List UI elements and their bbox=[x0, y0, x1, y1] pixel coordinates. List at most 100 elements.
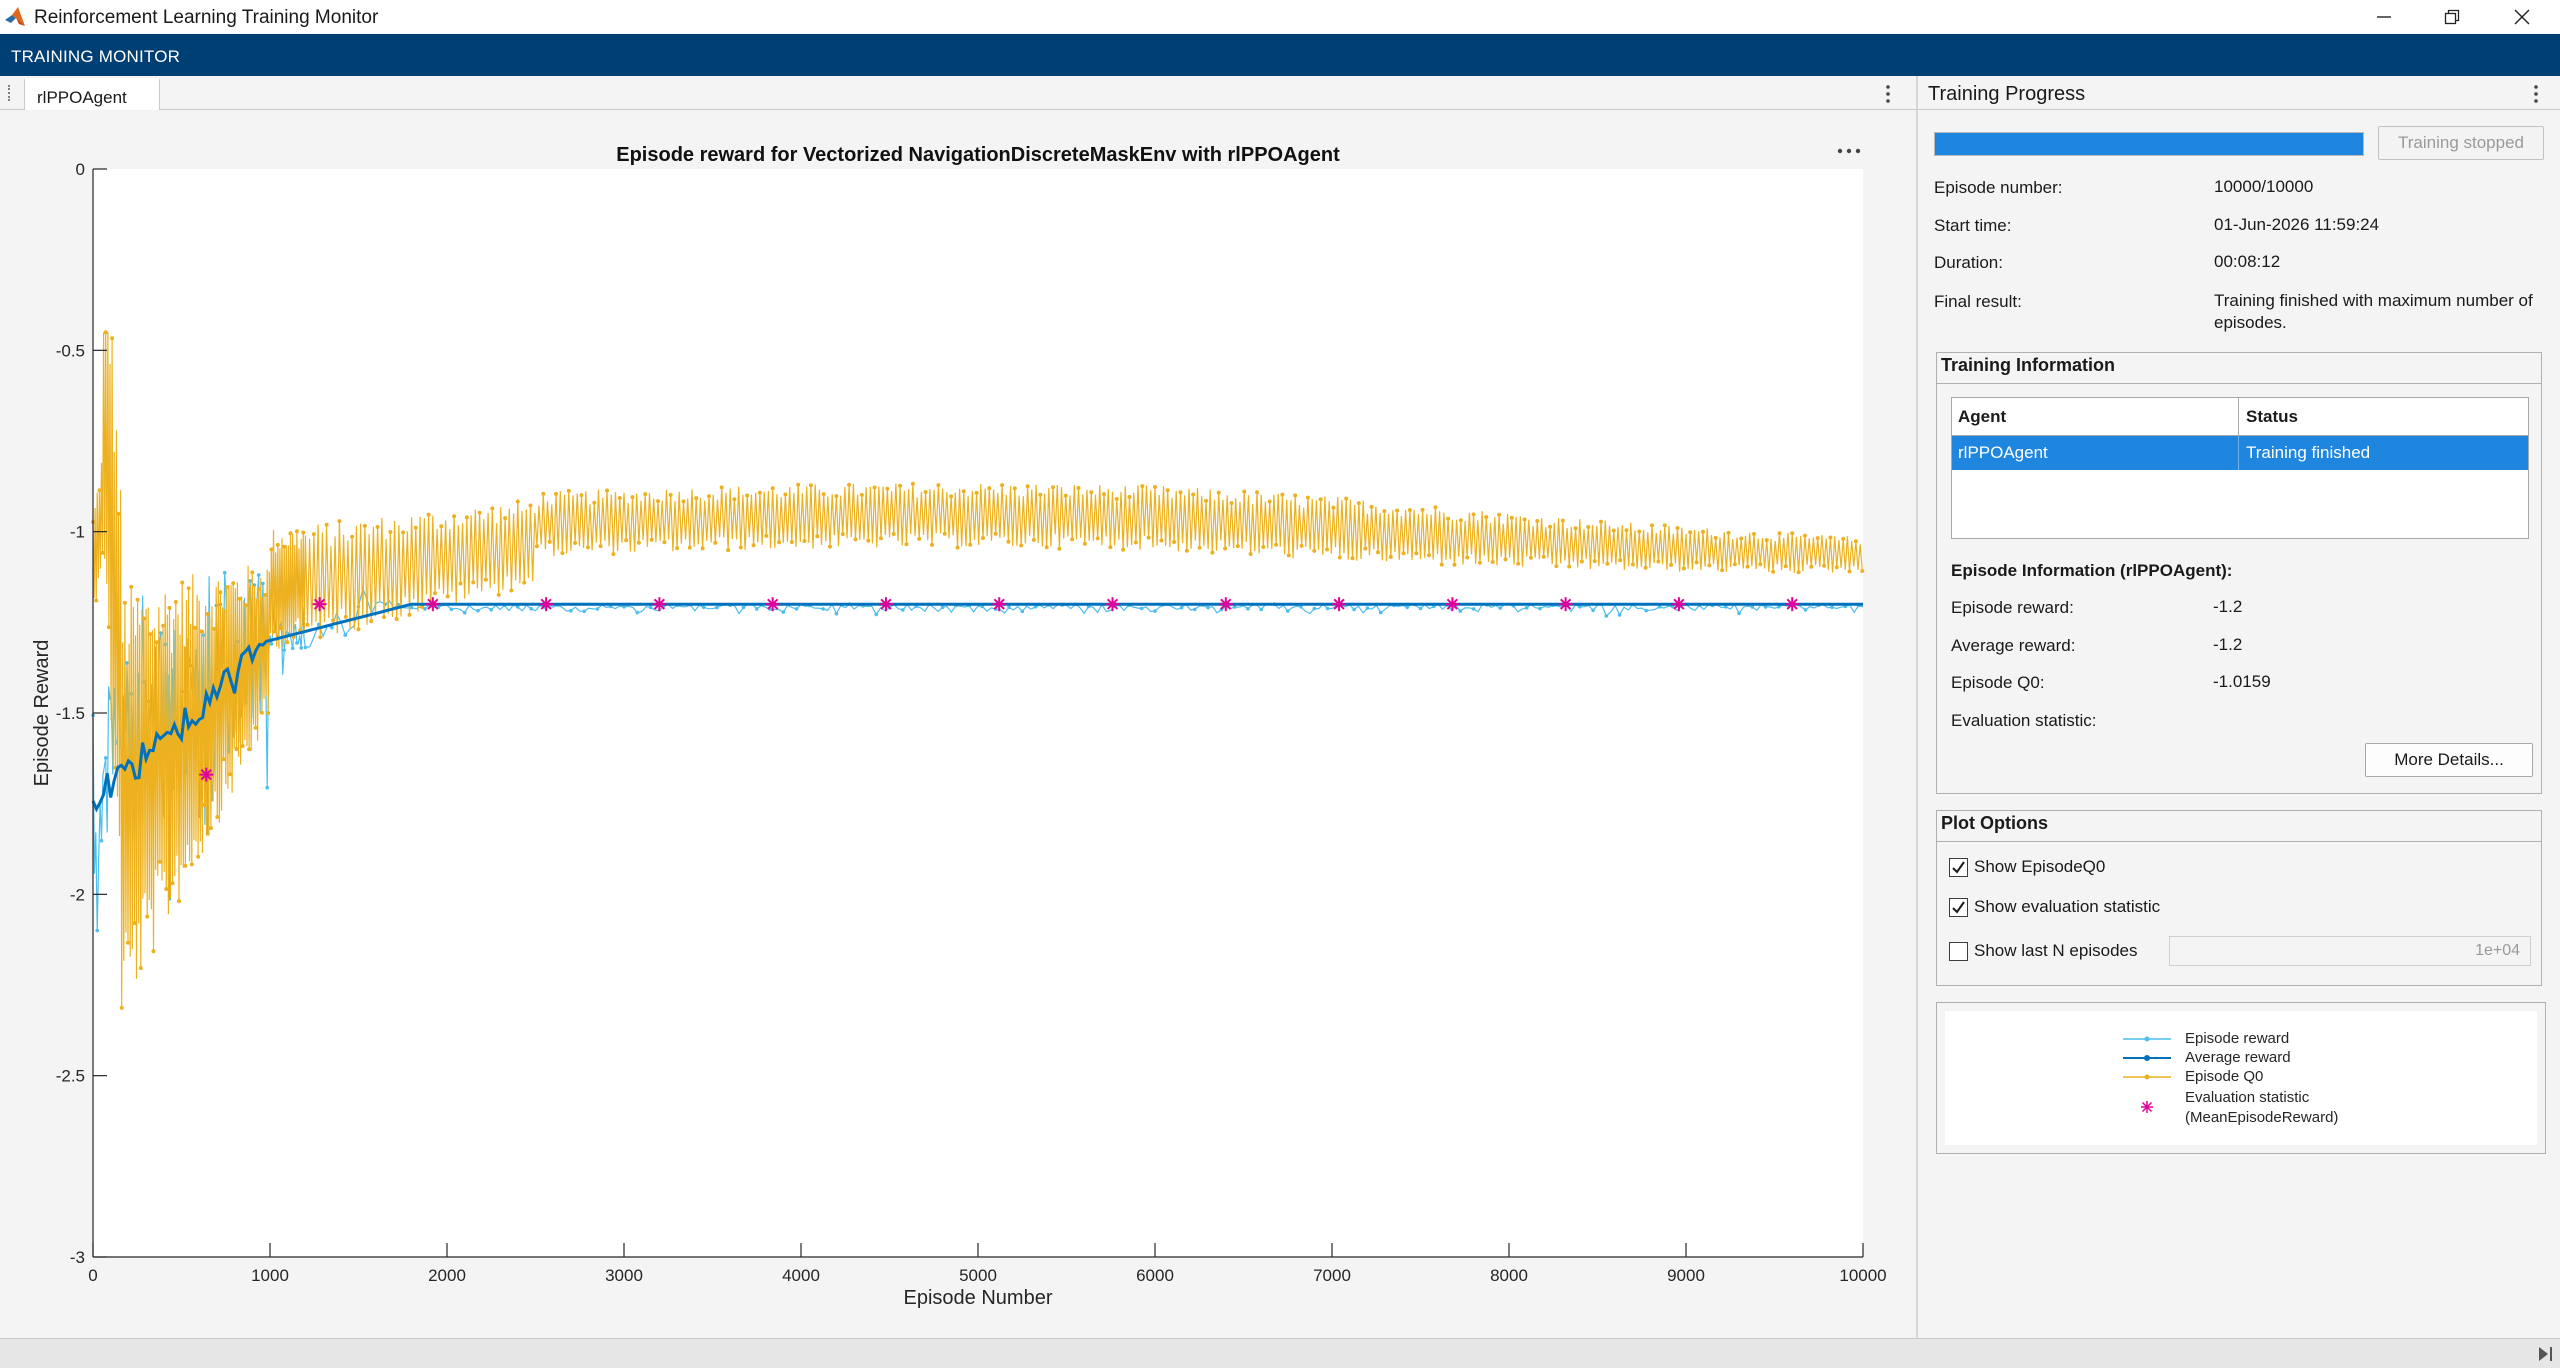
show-lastn-checkbox[interactable] bbox=[1949, 941, 1968, 961]
grip-icon[interactable] bbox=[8, 85, 13, 101]
episode-q0-label: Episode Q0: bbox=[1951, 673, 2045, 692]
training-stopped-button[interactable]: Training stopped bbox=[2378, 126, 2544, 160]
eval-stat-marker bbox=[992, 597, 1007, 612]
legend-swatches bbox=[2123, 1036, 2171, 1113]
legend-swatch-episode-q0 bbox=[2123, 1074, 2171, 1080]
legend-label-eval-stat: Evaluation statistic bbox=[2185, 1089, 2310, 1106]
episode-number-label: Episode number: bbox=[1934, 178, 2063, 197]
group-divider bbox=[1937, 383, 2541, 384]
minimize-button[interactable] bbox=[2350, 0, 2418, 34]
y-tick-label: -2 bbox=[70, 885, 85, 904]
panel-divider[interactable] bbox=[1916, 76, 1918, 1338]
column-divider bbox=[2238, 436, 2239, 470]
duration-value: 00:08:12 bbox=[2214, 252, 2281, 271]
start-time-value: 01-Jun-2026 11:59:24 bbox=[2214, 215, 2380, 234]
episode-information-title: Episode Information (rlPPOAgent): bbox=[1951, 561, 2233, 580]
checkmark-icon bbox=[1952, 900, 1965, 914]
tab-rlppoagent[interactable]: rlPPOAgent bbox=[24, 78, 160, 110]
table-row[interactable]: rlPPOAgent Training finished bbox=[1952, 436, 2528, 470]
duration-label: Duration: bbox=[1934, 253, 2003, 272]
panel-header: Training Progress bbox=[1918, 76, 2560, 110]
x-tick-label: 5000 bbox=[959, 1266, 997, 1285]
panel-title: Training Progress bbox=[1928, 83, 2086, 105]
group-title: Training Information bbox=[1941, 355, 2115, 375]
plot-title: Episode reward for Vectorized Navigation… bbox=[616, 144, 1340, 166]
legend-label-episode-reward: Episode reward bbox=[2185, 1030, 2290, 1047]
more-details-button[interactable]: More Details... bbox=[2365, 743, 2533, 777]
show-lastn-option[interactable]: Show last N episodes bbox=[1949, 941, 2137, 961]
legend-panel: Episode reward Average reward Episode Q0… bbox=[1936, 1002, 2546, 1154]
collapse-arrow-icon[interactable] bbox=[2536, 1345, 2554, 1363]
axes-toolbar-ellipsis-icon[interactable] bbox=[1837, 148, 1861, 154]
close-button[interactable] bbox=[2488, 0, 2556, 34]
legend-swatch-average-reward bbox=[2123, 1055, 2171, 1061]
vertical-ellipsis-icon[interactable] bbox=[1876, 82, 1900, 106]
window-title: Reinforcement Learning Training Monitor bbox=[34, 7, 379, 28]
show-q0-checkbox[interactable] bbox=[1949, 857, 1968, 877]
start-time-label: Start time: bbox=[1934, 216, 2012, 235]
legend-swatch-eval-stat bbox=[2141, 1101, 2153, 1113]
average-reward-label: Average reward: bbox=[1951, 636, 2076, 655]
final-result-label: Final result: bbox=[1934, 292, 2022, 311]
eval-stat-marker bbox=[199, 767, 214, 782]
x-tick-label: 2000 bbox=[428, 1266, 466, 1285]
episode-reward-value: -1.2 bbox=[2213, 597, 2243, 616]
matlab-logo-icon bbox=[5, 7, 25, 26]
show-eval-label: Show evaluation statistic bbox=[1974, 897, 2161, 916]
minimize-icon bbox=[2377, 16, 2391, 18]
y-tick-label: -1.5 bbox=[56, 704, 85, 723]
window-title-bar: Reinforcement Learning Training Monitor bbox=[0, 0, 2560, 34]
x-tick-label: 1000 bbox=[251, 1266, 289, 1285]
status-bar bbox=[0, 1338, 2560, 1368]
eval-stat-marker bbox=[1332, 597, 1347, 612]
evaluation-statistic-label: Evaluation statistic: bbox=[1951, 711, 2097, 730]
eval-stat-marker bbox=[1558, 597, 1573, 612]
vertical-ellipsis-icon[interactable] bbox=[2524, 82, 2548, 106]
x-tick-label: 3000 bbox=[605, 1266, 643, 1285]
y-tick-label: -3 bbox=[70, 1248, 85, 1267]
series-episode-q0-line bbox=[92, 332, 1863, 1008]
episode-number-value: 10000/10000 bbox=[2214, 177, 2314, 196]
close-icon bbox=[2514, 9, 2530, 25]
eval-stat-marker bbox=[1445, 597, 1460, 612]
final-result-value: Training finished with maximum number of… bbox=[2214, 291, 2533, 332]
y-tick-label: -1 bbox=[70, 523, 85, 542]
show-eval-option[interactable]: Show evaluation statistic bbox=[1949, 897, 2160, 917]
toolstrip-tab-training-monitor[interactable]: TRAINING MONITOR bbox=[11, 47, 181, 66]
last-n-episodes-input[interactable]: 1e+04 bbox=[2169, 936, 2531, 966]
training-information-group: Training Information Agent Status rlPPOA… bbox=[1936, 352, 2542, 794]
restore-button[interactable] bbox=[2418, 0, 2486, 34]
agent-table: Agent Status rlPPOAgent Training finishe… bbox=[1951, 397, 2529, 539]
plot-svg: 0 1000 2000 3000 4000 5000 6000 7000 8000 9000 100… bbox=[31, 144, 1887, 1309]
x-tick-label: 6000 bbox=[1136, 1266, 1174, 1285]
show-q0-option[interactable]: Show EpisodeQ0 bbox=[1949, 857, 2105, 877]
x-tick-label: 7000 bbox=[1313, 1266, 1351, 1285]
cell-status: Training finished bbox=[2246, 443, 2371, 462]
x-axis-label: Episode Number bbox=[904, 1287, 1053, 1309]
average-reward-value: -1.2 bbox=[2213, 635, 2243, 654]
plot-options-group: Plot Options Show EpisodeQ0 Show evaluat… bbox=[1936, 810, 2542, 986]
checkmark-icon bbox=[1952, 860, 1965, 874]
document-tab-bar: rlPPOAgent bbox=[0, 76, 1918, 110]
toolstrip: TRAINING MONITOR bbox=[0, 34, 2560, 76]
y-tick-label: 0 bbox=[76, 160, 85, 179]
plot-area bbox=[93, 169, 1863, 1257]
eval-stat-marker bbox=[878, 597, 893, 612]
show-eval-checkbox[interactable] bbox=[1949, 897, 1968, 917]
x-tick-label: 0 bbox=[88, 1266, 97, 1285]
eval-stat-marker bbox=[539, 597, 554, 612]
eval-stat-marker bbox=[425, 597, 440, 612]
column-divider[interactable] bbox=[2238, 398, 2239, 436]
column-header-status[interactable]: Status bbox=[2246, 407, 2298, 426]
legend-label-episode-q0: Episode Q0 bbox=[2185, 1068, 2264, 1085]
legend: Episode reward Average reward Episode Q0… bbox=[1945, 1011, 2537, 1145]
x-tick-label: 8000 bbox=[1490, 1266, 1528, 1285]
group-divider bbox=[1937, 841, 2541, 842]
show-q0-label: Show EpisodeQ0 bbox=[1974, 857, 2106, 876]
x-tick-label: 9000 bbox=[1667, 1266, 1705, 1285]
column-header-agent[interactable]: Agent bbox=[1958, 407, 2007, 426]
episode-q0-value: -1.0159 bbox=[2213, 672, 2271, 691]
training-plot: 0 1000 2000 3000 4000 5000 6000 7000 8000 9000 100… bbox=[0, 110, 1918, 1338]
eval-stat-marker bbox=[1671, 597, 1686, 612]
y-tick-label: -2.5 bbox=[56, 1067, 85, 1086]
